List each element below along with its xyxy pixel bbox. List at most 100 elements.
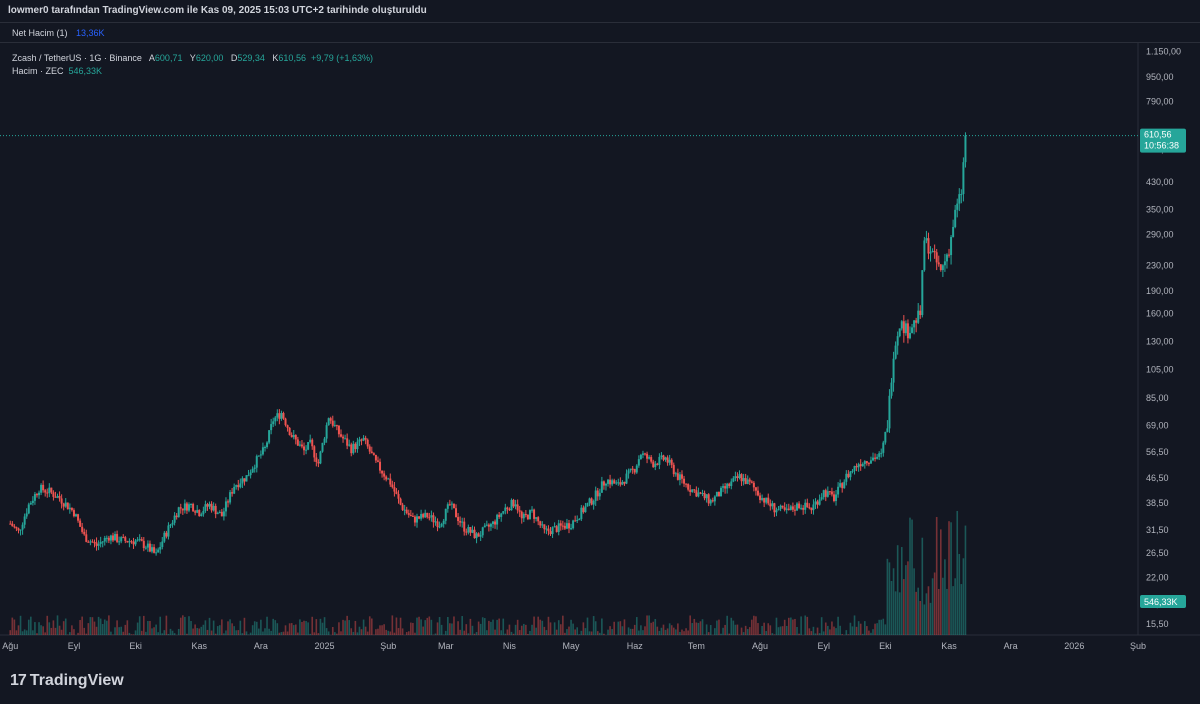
volume-bar (118, 627, 120, 635)
candle-body (122, 537, 125, 539)
candle-body (715, 491, 718, 497)
volume-bar (652, 621, 655, 635)
x-tick-label: Eyl (68, 641, 81, 651)
volume-bar (375, 629, 377, 635)
candle-body (863, 461, 866, 465)
volume-bar (954, 578, 956, 635)
candle-body (588, 498, 591, 504)
candle-body (709, 500, 712, 504)
volume-bar (410, 622, 412, 635)
volume-bar (886, 558, 889, 635)
volume-bar (184, 616, 186, 635)
volume-bar (395, 617, 398, 635)
volume-bar (401, 628, 404, 635)
candle-body (247, 475, 250, 477)
volume-bar (344, 620, 346, 635)
volume-bar (282, 631, 285, 635)
volume-bar (800, 616, 802, 635)
volume-bar (701, 619, 704, 635)
volume-bar (165, 615, 168, 635)
volume-bar (533, 616, 535, 635)
volume-bar (853, 615, 856, 635)
candle-body (243, 478, 246, 482)
volume-bar (71, 625, 73, 635)
volume-bar (806, 616, 809, 635)
volume-bar (204, 620, 207, 635)
volume-bar (892, 568, 895, 635)
volume-bar (933, 572, 936, 635)
volume-bar (128, 632, 131, 635)
volume-bar (64, 618, 67, 635)
volume-bar (418, 616, 420, 635)
volume-bar (564, 632, 566, 635)
candle-body (354, 443, 357, 450)
volume-bar (753, 615, 755, 635)
volume-bar (221, 619, 223, 635)
candle-body (300, 444, 303, 447)
candle-body (526, 514, 529, 520)
price-chart[interactable]: 1.150,00950,00790,00550,00430,00350,0029… (0, 43, 1200, 660)
y-tick-label: 85,00 (1146, 393, 1169, 403)
volume-bar (831, 621, 833, 635)
volume-bar (861, 633, 864, 635)
candle-body (886, 428, 889, 432)
volume-bar (866, 626, 868, 635)
candle-body (570, 528, 573, 530)
candle-body (360, 439, 363, 441)
volume-bar (206, 629, 209, 635)
candle-body (348, 444, 351, 446)
volume-bar (656, 626, 659, 635)
volume-bar (841, 634, 844, 635)
candle-body (623, 481, 626, 484)
candle-body (323, 438, 326, 443)
candle-body (908, 332, 911, 339)
candle-body (662, 455, 665, 460)
candle-body (358, 439, 361, 442)
candle-body (144, 547, 147, 549)
candle-body (816, 501, 819, 505)
volume-bar (9, 630, 12, 635)
candle-body (654, 463, 657, 468)
volume-bar (695, 622, 698, 635)
volume-bar (58, 625, 61, 635)
volume-bar (459, 629, 461, 635)
volume-bar (149, 620, 151, 635)
candle-body (498, 514, 501, 517)
volume-bar (444, 630, 447, 635)
volume-bar (50, 627, 53, 635)
volume-bar (81, 616, 83, 635)
candle-body (744, 478, 747, 484)
candle-body (136, 539, 139, 541)
symbol-label[interactable]: Zcash / TetherUS · 1G · Binance (12, 53, 142, 63)
candle-body (418, 516, 421, 519)
volume-bar (672, 627, 675, 635)
candle-body (683, 478, 686, 484)
volume-bar (675, 629, 677, 635)
candle-body (315, 457, 318, 463)
candle-body (888, 395, 891, 429)
candle-body (38, 492, 41, 496)
candle-body (89, 541, 92, 543)
volume-bar (483, 618, 486, 635)
candle-body (884, 431, 887, 443)
volume-bar (194, 624, 196, 635)
y-tick-label: 790,00 (1146, 96, 1174, 106)
candle-body (391, 484, 394, 488)
volume-bar (804, 615, 807, 635)
volume-bar (557, 620, 560, 635)
volume-bar (243, 617, 246, 635)
volume-bar (52, 620, 55, 635)
candle-body (565, 523, 568, 529)
volume-bar (837, 616, 839, 635)
volume-bar (720, 633, 722, 635)
volume-bar (898, 592, 901, 635)
candle-body (837, 486, 840, 495)
candle-body (919, 310, 922, 316)
volume-bar (890, 580, 893, 635)
volume-bar (198, 628, 201, 635)
volume-bar (93, 621, 96, 635)
candle-body (537, 517, 540, 522)
candle-body (568, 523, 570, 529)
ohlc-row: Zcash / TetherUS · 1G · Binance A600,71 … (12, 53, 373, 66)
volume-bar (449, 623, 451, 635)
